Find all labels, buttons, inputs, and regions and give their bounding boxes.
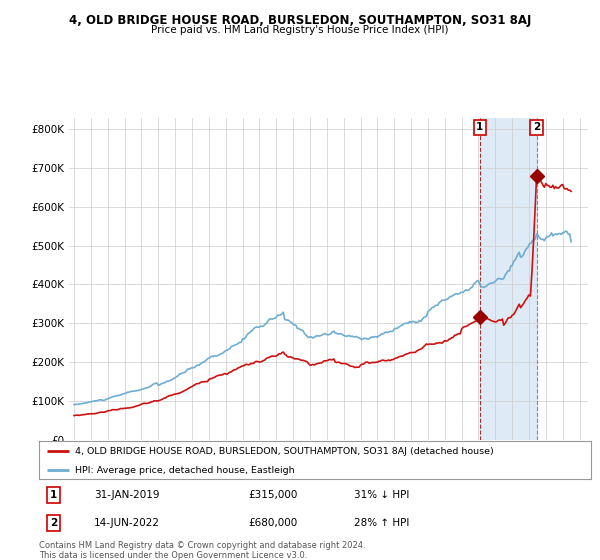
Text: 2: 2 — [533, 123, 540, 132]
Text: £680,000: £680,000 — [249, 518, 298, 528]
Text: £315,000: £315,000 — [249, 490, 298, 500]
Text: 31-JAN-2019: 31-JAN-2019 — [94, 490, 160, 500]
Bar — [480, 118, 536, 440]
Text: 2: 2 — [50, 518, 57, 528]
Text: 1: 1 — [476, 123, 484, 132]
Text: Contains HM Land Registry data © Crown copyright and database right 2024.
This d: Contains HM Land Registry data © Crown c… — [39, 541, 365, 560]
Text: Price paid vs. HM Land Registry's House Price Index (HPI): Price paid vs. HM Land Registry's House … — [151, 25, 449, 35]
Text: 14-JUN-2022: 14-JUN-2022 — [94, 518, 160, 528]
Text: HPI: Average price, detached house, Eastleigh: HPI: Average price, detached house, East… — [75, 466, 295, 475]
Text: 4, OLD BRIDGE HOUSE ROAD, BURSLEDON, SOUTHAMPTON, SO31 8AJ: 4, OLD BRIDGE HOUSE ROAD, BURSLEDON, SOU… — [69, 14, 531, 27]
Text: 31% ↓ HPI: 31% ↓ HPI — [353, 490, 409, 500]
Text: 1: 1 — [50, 490, 57, 500]
Text: 4, OLD BRIDGE HOUSE ROAD, BURSLEDON, SOUTHAMPTON, SO31 8AJ (detached house): 4, OLD BRIDGE HOUSE ROAD, BURSLEDON, SOU… — [75, 447, 494, 456]
Text: 28% ↑ HPI: 28% ↑ HPI — [353, 518, 409, 528]
